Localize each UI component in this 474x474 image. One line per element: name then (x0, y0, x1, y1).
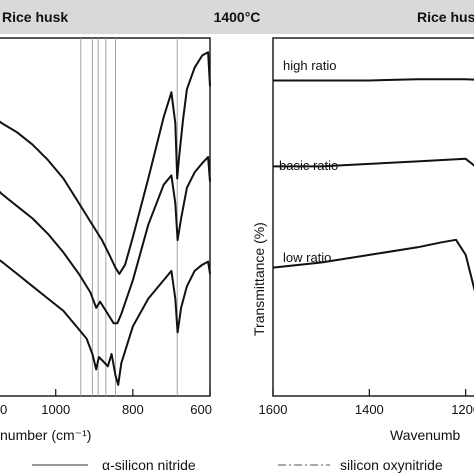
right-spectra (272, 78, 474, 292)
header-band (0, 0, 474, 34)
legend-label-silicon-nitride: α-silicon nitride (102, 457, 196, 473)
left-reference-lines (80, 38, 178, 396)
x-tick-label: 1400 (355, 402, 384, 417)
x-tick-label: 800 (122, 402, 144, 417)
x-tick-label: 600 (190, 402, 212, 417)
spectrum-line (272, 238, 474, 292)
series-label: low ratio (283, 250, 331, 265)
right-x-axis-title: Wavenumb (390, 427, 461, 443)
right-header-title: Rice husk (417, 9, 474, 25)
left-plot-frame (0, 37, 211, 397)
center-header-title: 1400°C (214, 9, 261, 25)
x-tick-label: 1600 (259, 402, 288, 417)
left-partial-tick-label: 0 (0, 402, 7, 417)
spectrum-line (0, 51, 211, 275)
spectrum-line (273, 78, 474, 82)
x-tick-label: 1000 (41, 402, 70, 417)
legend: α-silicon nitride silicon oxynitride (32, 457, 443, 473)
right-plot-frame (272, 37, 474, 397)
spectrum-line (273, 157, 474, 168)
series-label: high ratio (283, 58, 336, 73)
left-x-ticks: 1000 800 600 (41, 389, 212, 417)
x-tick-label: 1200 (451, 402, 474, 417)
right-chart-panel: high ratio basic ratio low ratio 1600 1400 1… (251, 37, 474, 443)
right-x-ticks: 1600140012001100 (259, 389, 474, 417)
spectrum-line (0, 259, 211, 386)
spectrum-line (0, 156, 211, 325)
left-header-title: Rice husk (2, 9, 68, 25)
left-x-axis-title: number (cm⁻¹) (0, 427, 91, 443)
right-series-labels: high ratio basic ratio low ratio (279, 58, 338, 265)
legend-label-silicon-oxynitride: silicon oxynitride (340, 457, 443, 473)
series-label: basic ratio (279, 158, 338, 173)
left-chart-panel: 1000 800 600 0 number (cm⁻¹) (0, 37, 212, 443)
left-spectra (0, 51, 211, 386)
right-y-axis-title: Transmittance (%) (251, 222, 267, 336)
